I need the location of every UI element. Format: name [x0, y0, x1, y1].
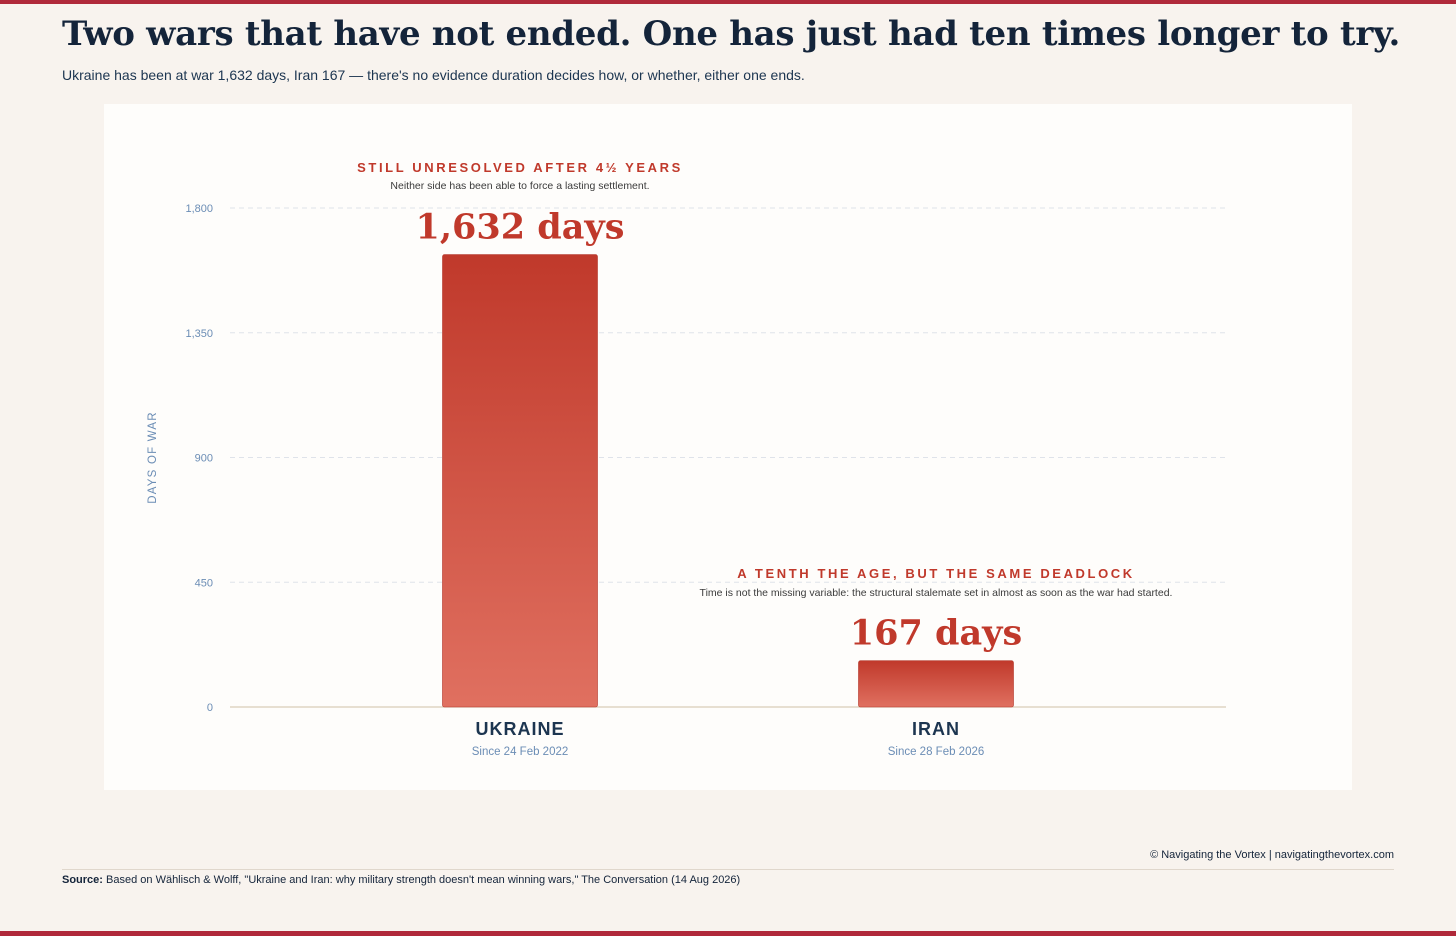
category-label: UKRAINE	[475, 719, 564, 739]
y-tick-label: 1,800	[185, 203, 213, 215]
bars	[442, 254, 1014, 708]
page-title: Two wars that have not ended. One has ju…	[62, 14, 1401, 54]
bar-iran	[858, 660, 1014, 708]
iran-annotation-title: A TENTH THE AGE, BUT THE SAME DEADLOCK	[737, 566, 1135, 581]
y-tick-label: 0	[207, 702, 213, 714]
credit-line: © Navigating the Vortex | navigatingthev…	[1150, 849, 1394, 861]
source-text: Based on Wählisch & Wolff, "Ukraine and …	[106, 874, 741, 886]
chart-panel: 0 450 900 1,350 1,800 DAYS OF WAR 1,632 days U…	[104, 104, 1352, 790]
y-axis-title: DAYS OF WAR	[147, 411, 159, 503]
bar-chart: 0 450 900 1,350 1,800 DAYS OF WAR 1,632 days U…	[147, 203, 1226, 758]
category-sublabel: Since 24 Feb 2022	[472, 746, 569, 758]
footer-divider	[62, 869, 1394, 870]
y-tick-label: 450	[195, 577, 213, 589]
category-sublabel: Since 28 Feb 2026	[888, 746, 985, 758]
bar-value-label: 167 days	[850, 613, 1022, 654]
bar-value-label: 1,632 days	[416, 207, 625, 248]
y-axis: 0 450 900 1,350 1,800 DAYS OF WAR	[147, 203, 1226, 714]
top-border	[0, 0, 1456, 4]
y-tick-label: 900	[195, 453, 213, 465]
bottom-border	[0, 931, 1456, 936]
page-subtitle: Ukraine has been at war 1,632 days, Iran…	[62, 67, 805, 83]
category-label: IRAN	[912, 719, 960, 739]
ukraine-annotation-text: Neither side has been able to force a la…	[390, 180, 650, 192]
iran-annotation-text: Time is not the missing variable: the st…	[699, 587, 1173, 599]
source-note: Source: Based on Wählisch & Wolff, "Ukra…	[62, 874, 740, 886]
gridlines	[230, 207, 1226, 583]
source-label: Source:	[62, 874, 103, 886]
ukraine-annotation-title: STILL UNRESOLVED AFTER 4½ YEARS	[357, 160, 683, 175]
bar-ukraine	[442, 254, 598, 708]
y-tick-label: 1,350	[185, 328, 213, 340]
bar-labels: 1,632 days UKRAINE Since 24 Feb 2022 167 da…	[416, 207, 1023, 758]
